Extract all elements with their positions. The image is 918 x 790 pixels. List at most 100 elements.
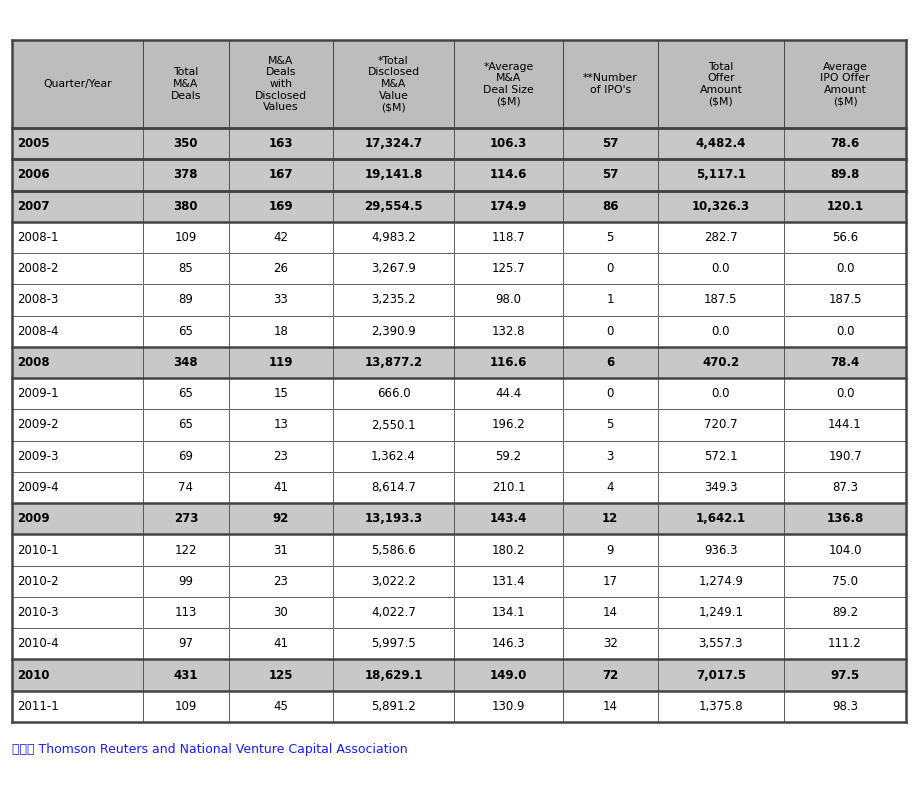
Text: 1,362.4: 1,362.4 xyxy=(371,450,416,463)
Bar xyxy=(143,534,229,566)
Bar xyxy=(563,472,657,503)
Bar xyxy=(657,566,784,597)
Bar xyxy=(12,253,143,284)
Bar xyxy=(657,190,784,222)
Bar xyxy=(12,160,143,190)
Text: 190.7: 190.7 xyxy=(828,450,862,463)
Bar xyxy=(657,409,784,441)
Text: 32: 32 xyxy=(603,638,618,650)
Text: 125: 125 xyxy=(268,668,293,682)
Bar xyxy=(12,128,143,160)
Bar xyxy=(657,472,784,503)
Bar xyxy=(332,378,454,409)
Bar xyxy=(12,660,143,690)
Bar xyxy=(229,441,332,472)
Text: 4: 4 xyxy=(607,481,614,494)
Bar xyxy=(784,628,906,660)
Text: 2006: 2006 xyxy=(17,168,50,182)
Text: 12: 12 xyxy=(602,512,619,525)
Bar xyxy=(784,284,906,315)
Bar xyxy=(143,253,229,284)
Bar xyxy=(12,472,143,503)
Text: 14: 14 xyxy=(603,700,618,713)
Text: 114.6: 114.6 xyxy=(490,168,527,182)
Bar xyxy=(229,378,332,409)
Bar xyxy=(784,690,906,722)
Text: 57: 57 xyxy=(602,168,619,182)
Text: 113: 113 xyxy=(174,606,197,619)
Bar xyxy=(229,378,332,409)
Bar xyxy=(784,284,906,315)
Bar xyxy=(563,441,657,472)
Text: 29,554.5: 29,554.5 xyxy=(364,200,423,213)
Bar xyxy=(143,284,229,315)
Text: 106.3: 106.3 xyxy=(490,137,527,150)
Bar xyxy=(229,253,332,284)
Bar xyxy=(332,597,454,628)
Bar xyxy=(143,378,229,409)
Bar xyxy=(657,628,784,660)
Text: 89.8: 89.8 xyxy=(831,168,860,182)
Bar xyxy=(12,284,143,315)
Bar xyxy=(454,315,563,347)
Bar xyxy=(332,628,454,660)
Bar xyxy=(784,441,906,472)
Text: 0.0: 0.0 xyxy=(711,387,730,401)
Bar xyxy=(454,628,563,660)
Bar xyxy=(143,40,229,128)
Bar xyxy=(657,160,784,190)
Bar xyxy=(332,253,454,284)
Text: 2009-2: 2009-2 xyxy=(17,419,59,431)
Bar xyxy=(784,534,906,566)
Bar xyxy=(12,253,143,284)
Bar xyxy=(563,597,657,628)
Text: 118.7: 118.7 xyxy=(492,231,525,244)
Bar xyxy=(12,597,143,628)
Bar xyxy=(657,566,784,597)
Text: 31: 31 xyxy=(274,544,288,556)
Text: 2009: 2009 xyxy=(17,512,50,525)
Bar xyxy=(229,690,332,722)
Bar xyxy=(563,40,657,128)
Bar xyxy=(454,534,563,566)
Bar xyxy=(657,409,784,441)
Text: 2,390.9: 2,390.9 xyxy=(371,325,416,337)
Text: 2011-1: 2011-1 xyxy=(17,700,59,713)
Bar xyxy=(12,378,143,409)
Text: **Number
of IPO's: **Number of IPO's xyxy=(583,73,638,95)
Bar xyxy=(143,660,229,690)
Bar xyxy=(784,315,906,347)
Bar xyxy=(563,409,657,441)
Text: 3,267.9: 3,267.9 xyxy=(371,262,416,275)
Text: 18: 18 xyxy=(274,325,288,337)
Text: 15: 15 xyxy=(274,387,288,401)
Text: 3: 3 xyxy=(607,450,614,463)
Bar xyxy=(143,160,229,190)
Bar xyxy=(454,472,563,503)
Text: 1,375.8: 1,375.8 xyxy=(699,700,744,713)
Bar xyxy=(12,315,143,347)
Bar xyxy=(454,128,563,160)
Bar xyxy=(657,253,784,284)
Bar xyxy=(784,503,906,534)
Bar xyxy=(454,566,563,597)
Bar xyxy=(784,253,906,284)
Text: 378: 378 xyxy=(174,168,198,182)
Bar xyxy=(454,503,563,534)
Text: 69: 69 xyxy=(178,450,194,463)
Bar xyxy=(12,660,143,690)
Bar xyxy=(229,472,332,503)
Text: 75.0: 75.0 xyxy=(832,575,858,588)
Bar xyxy=(454,378,563,409)
Bar xyxy=(454,409,563,441)
Bar xyxy=(454,40,563,128)
Bar xyxy=(657,690,784,722)
Bar xyxy=(784,315,906,347)
Text: 8,614.7: 8,614.7 xyxy=(371,481,416,494)
Bar xyxy=(12,690,143,722)
Bar xyxy=(454,160,563,190)
Bar xyxy=(332,534,454,566)
Bar xyxy=(229,40,332,128)
Bar xyxy=(784,409,906,441)
Bar xyxy=(784,160,906,190)
